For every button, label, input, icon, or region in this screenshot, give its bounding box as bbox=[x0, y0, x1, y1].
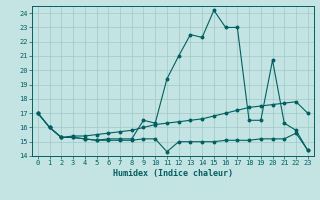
X-axis label: Humidex (Indice chaleur): Humidex (Indice chaleur) bbox=[113, 169, 233, 178]
